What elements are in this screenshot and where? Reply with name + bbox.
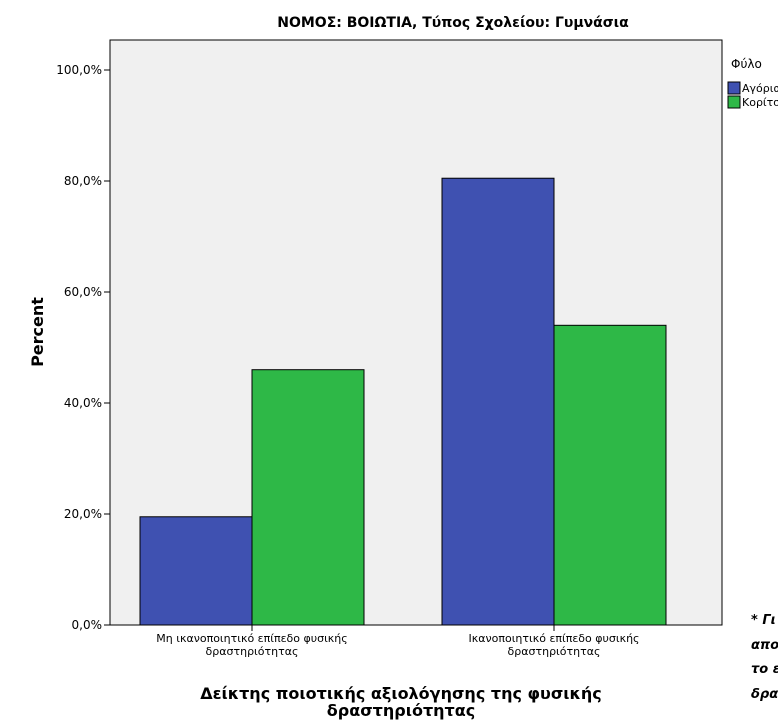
legend-swatch [727, 95, 741, 109]
legend-label: Κορίτσια [742, 96, 778, 109]
x-axis-title-line-2: δραστηριότητας [327, 701, 475, 720]
side-note: * Γι απο το ε δρα [751, 613, 778, 702]
x-category-label: Ικανοποιητικό επίπεδο φυσικής [469, 632, 640, 645]
x-axis-title-line-1: Δείκτης ποιοτικής αξιολόγησης της φυσική… [200, 684, 602, 703]
bar-girls-1 [553, 324, 667, 626]
bars [139, 177, 667, 626]
chart-title: ΝΟΜΟΣ: ΒΟΙΩΤΙΑ, Τύπος Σχολείου: Γυμνάσια [277, 15, 629, 31]
legend: Φύλο ΑγόριαΚορίτσια [727, 57, 778, 109]
y-axis-title: Percent [28, 297, 47, 367]
y-tick-label: 40,0% [64, 396, 102, 410]
x-category-label: Μη ικανοποιητικό επίπεδο φυσικής [156, 632, 347, 645]
y-axis: 0,0% 20,0% 40,0% 60,0% 80,0% 100,0% [56, 63, 110, 632]
y-tick-label: 0,0% [72, 618, 103, 632]
y-tick-label: 20,0% [64, 507, 102, 521]
x-category-label: δραστηριότητας [206, 645, 299, 658]
side-note-line-2: απο [751, 638, 778, 653]
side-note-line-4: δρα [751, 687, 778, 702]
y-tick-label: 80,0% [64, 174, 102, 188]
legend-swatch [727, 81, 741, 95]
bar-boys-1 [441, 177, 555, 626]
bar-girls-0 [251, 369, 365, 626]
x-axis: Μη ικανοποιητικό επίπεδο φυσικήςδραστηρι… [156, 625, 640, 658]
side-note-line-3: το ε [751, 662, 778, 677]
bar-boys-0 [139, 516, 253, 626]
legend-label: Αγόρια [742, 82, 778, 95]
y-tick-label: 60,0% [64, 285, 102, 299]
legend-title: Φύλο [731, 57, 762, 71]
x-category-label: δραστηριότητας [508, 645, 601, 658]
side-note-line-1: * Γι [751, 613, 776, 628]
y-tick-label: 100,0% [56, 63, 102, 77]
